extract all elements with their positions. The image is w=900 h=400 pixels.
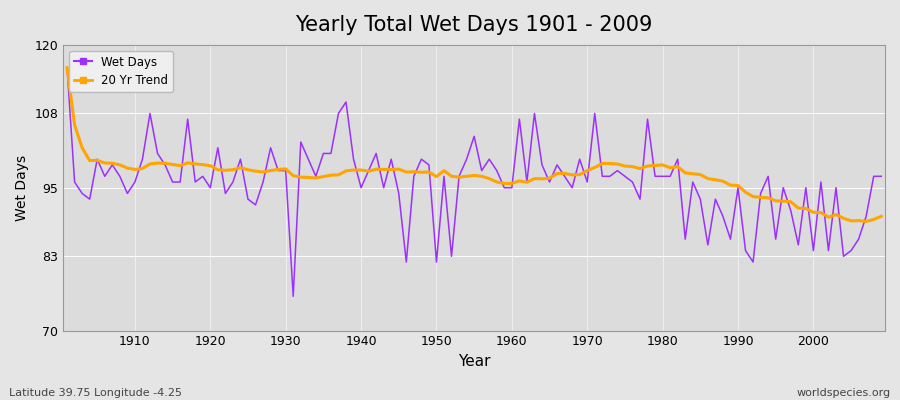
Legend: Wet Days, 20 Yr Trend: Wet Days, 20 Yr Trend bbox=[69, 51, 173, 92]
X-axis label: Year: Year bbox=[458, 354, 491, 369]
Y-axis label: Wet Days: Wet Days bbox=[15, 155, 29, 221]
Text: Latitude 39.75 Longitude -4.25: Latitude 39.75 Longitude -4.25 bbox=[9, 388, 182, 398]
Title: Yearly Total Wet Days 1901 - 2009: Yearly Total Wet Days 1901 - 2009 bbox=[295, 15, 652, 35]
Text: worldspecies.org: worldspecies.org bbox=[796, 388, 891, 398]
